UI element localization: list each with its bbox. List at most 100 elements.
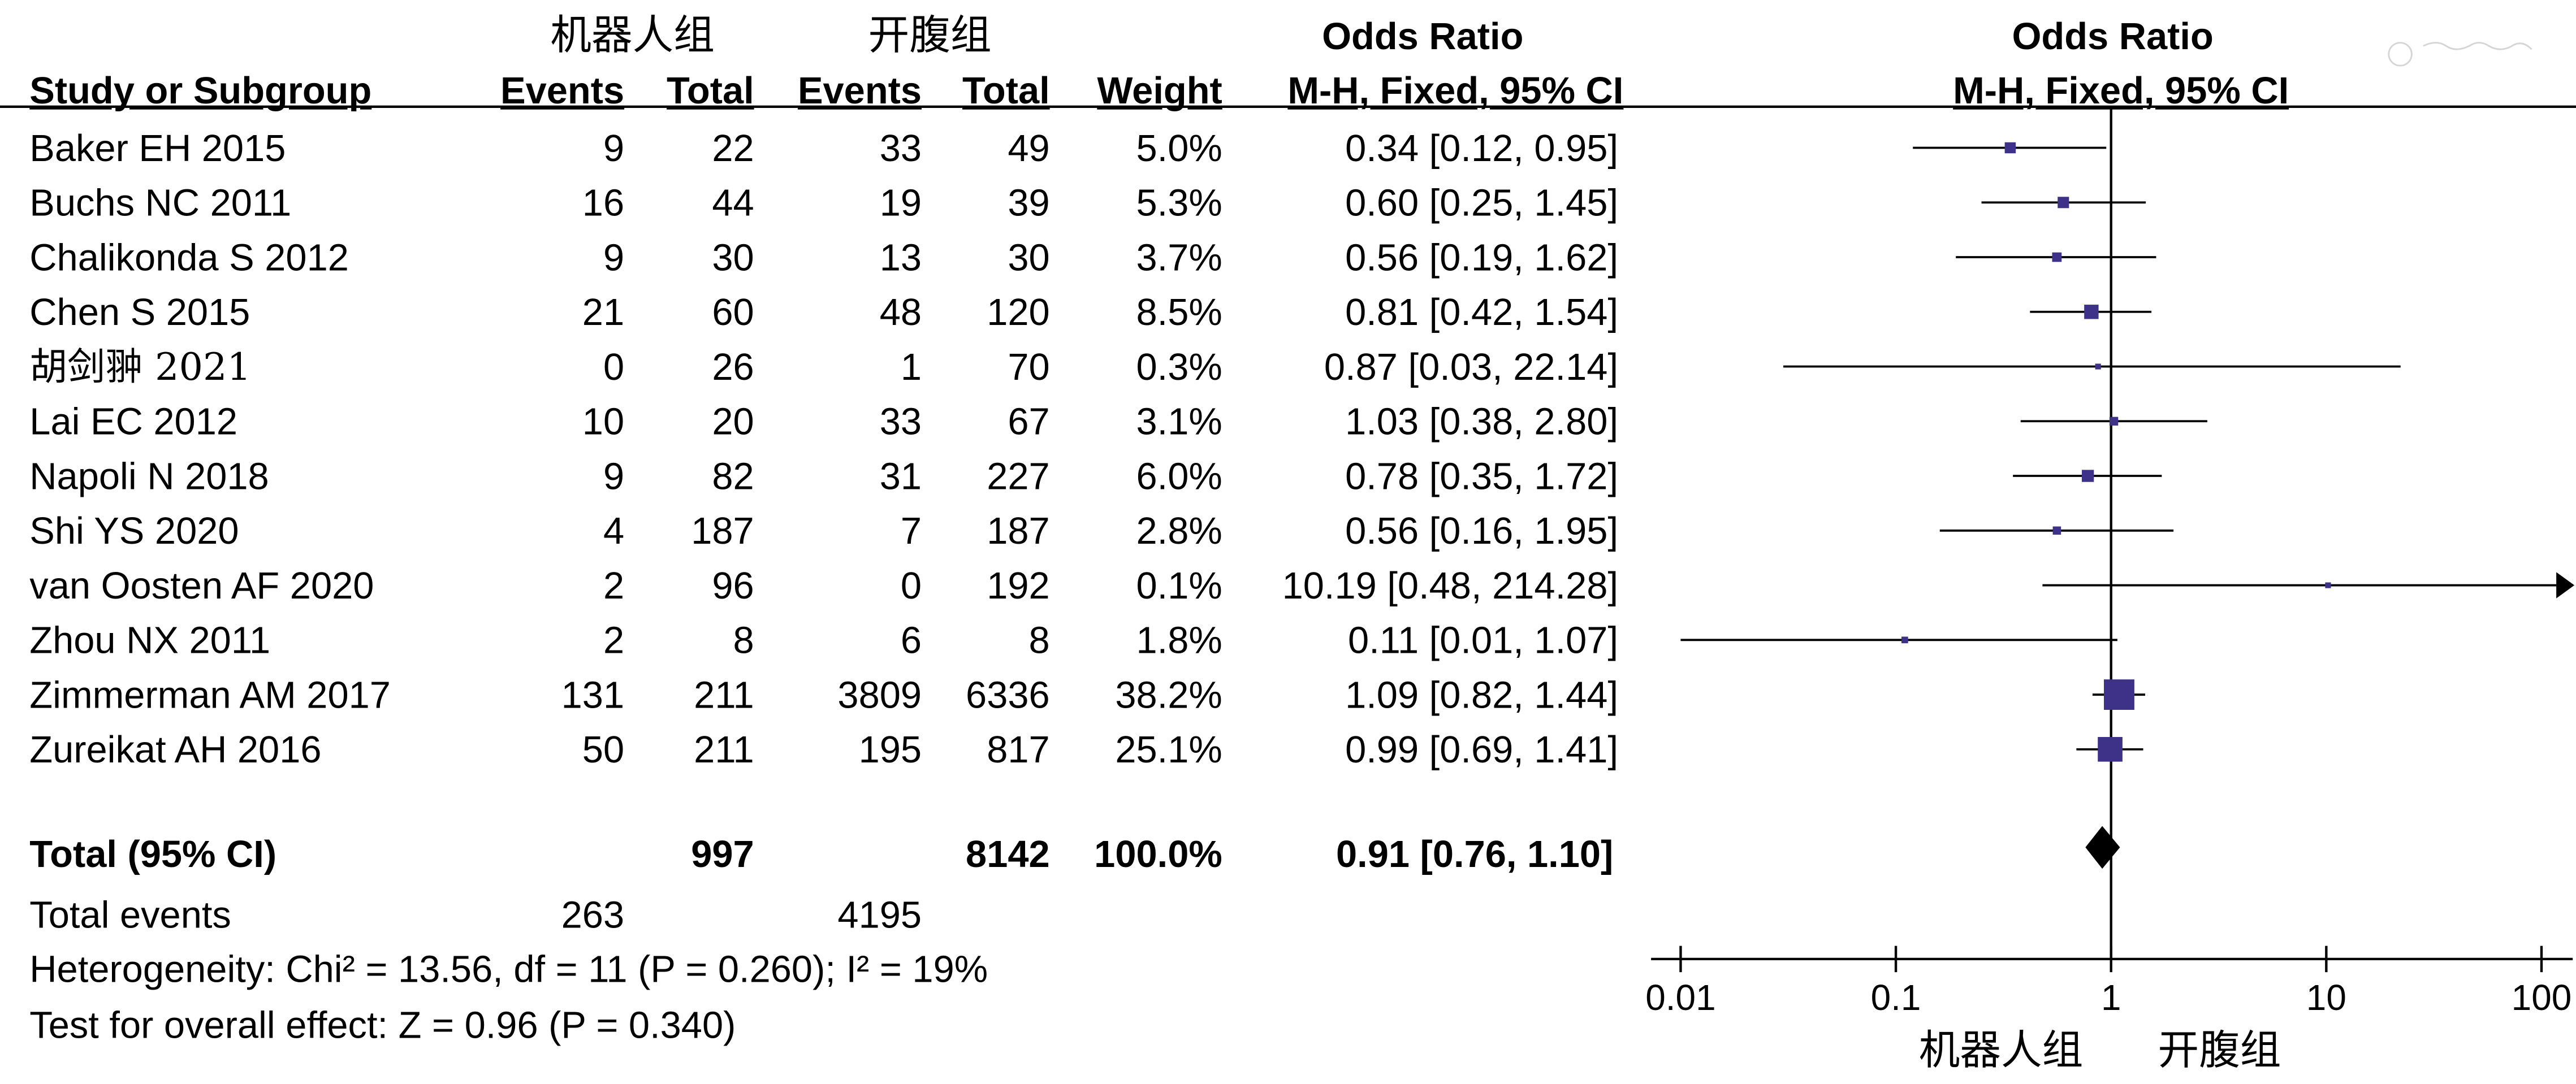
total-or-text: 0.91 [0.76, 1.10] — [1336, 834, 1613, 875]
row-events-group2: 0 — [901, 565, 922, 607]
row-weight: 6.0% — [1136, 456, 1222, 497]
row-weight: 0.1% — [1136, 565, 1222, 607]
row-total-group2: 67 — [1008, 401, 1049, 443]
axis-label-left: 机器人组 — [1919, 1027, 2083, 1074]
row-total-group2: 70 — [1008, 346, 1049, 388]
row-total-group1: 22 — [712, 128, 754, 170]
row-total-group1: 187 — [691, 510, 754, 552]
row-weight: 2.8% — [1136, 510, 1222, 552]
total2-column-header: Total — [962, 70, 1050, 112]
row-or-ci: 0.60 [0.25, 1.45] — [1345, 183, 1618, 224]
forest-plot-area: 0.01 0.1 1 10 100 — [1645, 106, 2575, 1018]
row-or-ci: 0.56 [0.19, 1.62] — [1345, 237, 1618, 279]
heterogeneity-text: Heterogeneity: Chi² = 13.56, df = 11 (P … — [29, 949, 988, 991]
point-estimate-marker — [2104, 679, 2134, 710]
row-or-ci: 0.87 [0.03, 22.14] — [1324, 346, 1618, 388]
row-total-group2: 192 — [987, 565, 1049, 607]
point-estimate-marker — [2004, 142, 2016, 154]
table-row: Zureikat AH 2016 50 211 195 817 25.1% 0.99 [0.… — [29, 729, 1618, 771]
row-study-name: Buchs NC 2011 — [29, 183, 291, 224]
or-method-header: M-H, Fixed, 95% CI — [1287, 70, 1623, 112]
row-events-group2: 19 — [880, 183, 922, 224]
row-weight: 3.7% — [1136, 237, 1222, 279]
point-estimate-marker — [2052, 252, 2062, 262]
row-weight: 5.0% — [1136, 128, 1222, 170]
total-n1: 997 — [691, 834, 754, 875]
table-row: Chalikonda S 2012 9 30 13 30 3.7% 0.56 [0.19, … — [29, 237, 1618, 279]
row-total-group2: 8 — [1029, 620, 1050, 662]
row-total-group2: 120 — [987, 292, 1049, 333]
row-study-name: Baker EH 2015 — [29, 128, 286, 170]
total-n2: 8142 — [966, 834, 1050, 875]
row-total-group1: 96 — [712, 565, 754, 607]
row-events-group1: 9 — [603, 128, 624, 170]
row-weight: 8.5% — [1136, 292, 1222, 333]
study-rows: Baker EH 2015 9 22 33 49 5.0% 0.34 [0.12, 0.95… — [29, 128, 1618, 771]
total-weight: 100.0% — [1094, 834, 1222, 875]
table-row: Shi YS 2020 4 187 7 187 2.8% 0.56 [0.16, 1.95] — [29, 510, 1618, 552]
table-row: Zimmerman AM 2017 131 211 3809 6336 38.2% 1.09… — [29, 674, 1618, 716]
total-events-label: Total events — [29, 895, 231, 936]
row-study-name: 胡剑翀 2021 — [29, 345, 251, 389]
row-total-group2: 817 — [987, 729, 1049, 771]
total-events-group2: 4195 — [837, 895, 922, 936]
row-events-group2: 1 — [901, 346, 922, 388]
watermark-logo — [2388, 42, 2532, 67]
row-events-group1: 9 — [603, 456, 624, 497]
row-study-name: Zhou NX 2011 — [29, 620, 270, 662]
table-row: Lai EC 2012 10 20 33 67 3.1% 1.03 [0.38, 2.80] — [29, 401, 1618, 443]
row-study-name: Lai EC 2012 — [29, 401, 237, 443]
row-events-group1: 10 — [582, 401, 624, 443]
total-events-group1: 263 — [561, 895, 624, 936]
row-study-name: Napoli N 2018 — [29, 456, 269, 497]
row-total-group1: 30 — [712, 237, 754, 279]
row-total-group1: 60 — [712, 292, 754, 333]
row-or-ci: 0.78 [0.35, 1.72] — [1345, 456, 1618, 497]
point-estimate-marker — [2081, 470, 2094, 482]
plot-title: Odds Ratio — [2012, 16, 2213, 58]
row-study-name: Zimmerman AM 2017 — [29, 674, 391, 716]
point-estimate-marker — [2098, 736, 2123, 762]
row-total-group2: 30 — [1008, 237, 1049, 279]
row-total-group2: 49 — [1008, 128, 1049, 170]
row-events-group2: 7 — [901, 510, 922, 552]
total-label: Total (95% CI) — [29, 834, 276, 875]
row-events-group2: 48 — [880, 292, 922, 333]
row-events-group2: 33 — [880, 128, 922, 170]
x-tick-label: 100 — [2512, 977, 2572, 1018]
row-study-name: van Oosten AF 2020 — [29, 565, 374, 607]
row-events-group1: 4 — [603, 510, 624, 552]
row-or-ci: 0.56 [0.16, 1.95] — [1345, 510, 1618, 552]
row-total-group2: 6336 — [966, 674, 1050, 716]
axis-label-right: 开腹组 — [2158, 1027, 2281, 1074]
row-study-name: Chalikonda S 2012 — [29, 237, 349, 279]
row-total-group1: 211 — [694, 674, 754, 716]
row-events-group1: 16 — [582, 183, 624, 224]
point-estimate-marker — [2109, 417, 2119, 426]
row-total-group2: 227 — [987, 456, 1049, 497]
weight-column-header: Weight — [1097, 70, 1222, 112]
row-or-ci: 0.34 [0.12, 0.95] — [1345, 128, 1618, 170]
row-total-group2: 187 — [987, 510, 1049, 552]
x-tick-label: 10 — [2306, 977, 2346, 1018]
row-events-group1: 9 — [603, 237, 624, 279]
row-events-group2: 3809 — [837, 674, 922, 716]
events1-column-header: Events — [500, 70, 624, 112]
point-estimate-marker — [2095, 363, 2101, 370]
table-row: Chen S 2015 21 60 48 120 8.5% 0.81 [0.42, 1.54… — [29, 292, 1618, 333]
events2-column-header: Events — [798, 70, 922, 112]
row-total-group1: 8 — [733, 620, 754, 662]
table-row: Napoli N 2018 9 82 31 227 6.0% 0.78 [0.35, 1.7… — [29, 456, 1618, 497]
row-events-group2: 31 — [880, 456, 922, 497]
row-or-ci: 1.03 [0.38, 2.80] — [1345, 401, 1618, 443]
point-estimate-marker — [1901, 636, 1908, 644]
row-events-group1: 0 — [603, 346, 624, 388]
row-total-group1: 211 — [694, 729, 754, 771]
row-weight: 5.3% — [1136, 183, 1222, 224]
row-events-group1: 131 — [561, 674, 624, 716]
row-total-group1: 26 — [712, 346, 754, 388]
row-or-ci: 0.99 [0.69, 1.41] — [1345, 729, 1618, 771]
row-events-group1: 50 — [582, 729, 624, 771]
